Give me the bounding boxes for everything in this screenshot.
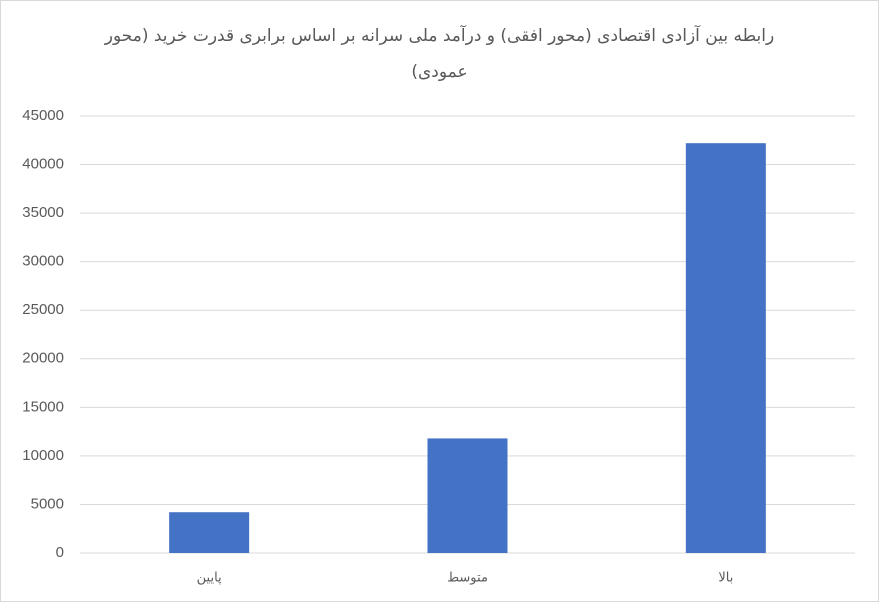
chart-title: رابطه بین آزادی اقتصادی (محور افقی) و در… xyxy=(104,26,775,82)
y-tick-label: 40000 xyxy=(22,156,64,173)
x-tick-label: پایین xyxy=(197,571,222,586)
bar xyxy=(685,143,766,554)
x-tick-label: متوسط xyxy=(447,571,488,586)
y-tick-label: 25000 xyxy=(22,301,64,318)
y-tick-label: 35000 xyxy=(22,204,64,221)
x-tick-label: بالا xyxy=(718,571,733,586)
bar xyxy=(427,438,508,553)
y-tick-label: 0 xyxy=(56,544,64,561)
y-tick-label: 20000 xyxy=(22,350,64,367)
y-tick-label: 5000 xyxy=(31,495,64,512)
y-tick-label: 15000 xyxy=(22,398,64,415)
bar xyxy=(169,512,250,553)
y-tick-label: 45000 xyxy=(22,107,64,124)
y-tick-label: 10000 xyxy=(22,447,64,464)
y-tick-label: 30000 xyxy=(22,253,64,270)
